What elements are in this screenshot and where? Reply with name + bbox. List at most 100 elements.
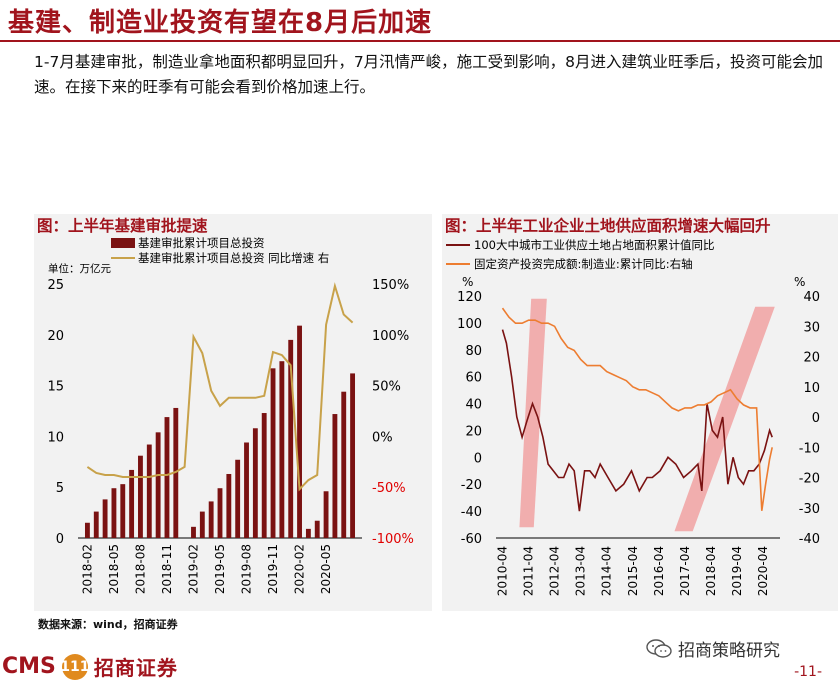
y-right-tick-label: 40 [803,290,820,305]
y-left-tick-label: 10 [47,430,64,445]
y-right-tick-label: -30 [799,502,820,517]
x-tick-label: 2019-08 [240,544,254,594]
x-tick-label: 2012-04 [548,546,562,596]
x-tick-label: 2018-05 [107,544,121,594]
bar [217,488,223,538]
y-left-tick-label: 20 [47,329,64,344]
x-tick-label: 2011-04 [522,546,536,596]
bar [111,488,117,538]
x-tick-label: 2013-04 [574,546,588,596]
y-right-tick-label: -10 [799,441,820,456]
x-tick-label: 2017-04 [678,546,692,596]
x-tick-label: 2020-04 [756,546,770,596]
x-tick-label: 2015-04 [626,546,640,596]
bar [244,442,249,538]
x-tick-label: 2019-04 [730,546,744,596]
x-tick-label: 2018-04 [704,546,718,596]
legend-bar-swatch [111,238,135,248]
page-number: -11- [794,664,822,680]
wechat-account: 招商策略研究 [646,636,780,661]
bar [323,491,329,538]
cms-logo: CMS 111 招商证券 [2,652,178,681]
x-tick-label: 2019-05 [213,544,227,594]
y-left-tick-label: -60 [461,532,482,547]
bar [155,432,161,538]
x-tick-label: 2018-11 [160,544,174,594]
highlight-band [519,298,547,528]
x-tick-label: 2018-08 [133,544,147,594]
y-left-tick-label: 120 [457,290,482,305]
land-supply-line [501,329,773,512]
y-right-tick-label: -100% [372,532,414,547]
right-chart-title: 图：上半年工业企业土地供应面积增速大幅回升 [445,217,771,235]
logo-badge-icon: 111 [60,653,90,680]
growth-rate-line [86,282,354,492]
y-right-tick-label: 10 [803,381,820,396]
y-left-tick-label: 20 [465,424,482,439]
legend-bar-label: 基建审批累计项目总投资 [138,236,265,250]
y-right-tick-label: 150% [372,278,409,293]
x-tick-label: 2016-04 [652,546,666,596]
bar [164,417,170,538]
y-right-tick-label: 0 [812,411,820,426]
bar [226,473,232,538]
bar [235,459,241,538]
bar [332,414,338,538]
x-tick-label: 2019-02 [186,544,200,594]
y-left-tick-label: 0 [474,451,482,466]
legend-mfg-label: 固定资产投资完成额:制造业:累计同比:右轴 [474,257,693,271]
bar [129,469,135,538]
y-right-tick-label: 30 [803,320,820,335]
y-right-tick-label: 0% [372,430,393,445]
bar [191,526,196,538]
bar [350,373,356,538]
y-right-tick-label: 50% [372,380,401,395]
wechat-icon [646,638,672,658]
x-tick-label: 2018-02 [80,544,94,594]
x-tick-label: 2010-04 [496,546,510,596]
wechat-account-name: 招商策略研究 [678,641,780,661]
y-right-unit: % [794,275,805,289]
bar [270,368,276,538]
logo-cn-text: 招商证券 [93,656,178,680]
left-chart-title: 图：上半年基建审批提速 [37,217,208,235]
industrial-land-chart: 100大中城市工业供应土地占地面积累计值同比固定资产投资完成额:制造业:累计同比… [446,238,820,596]
bar [252,428,258,538]
bar [288,339,294,538]
manufacturing-investment-line [501,307,773,511]
industrial-land-chart-panel: 图：上半年工业企业土地供应面积增速大幅回升 100大中城市工业供应土地占地面积累… [442,214,838,611]
bar [279,361,285,538]
page-title: 基建、制造业投资有望在8月后加速 [8,8,433,38]
y-left-tick-label: 25 [47,278,64,293]
bar [84,522,90,538]
y-left-tick-label: -40 [461,505,482,520]
y-right-tick-label: -40 [799,532,820,547]
bar [314,520,320,538]
y-left-tick-label: 40 [465,398,482,413]
bar [208,501,214,538]
x-tick-label: 2020-05 [319,544,333,594]
y-left-tick-label: 100 [457,317,482,332]
bar [120,484,126,538]
y-left-tick-label: 0 [56,532,64,547]
y-right-tick-label: -20 [799,472,820,487]
unit-label: 单位：万亿元 [48,262,111,275]
bar [199,511,205,538]
bar [138,455,143,538]
y-left-tick-label: 5 [56,481,64,496]
logo-text: CMS [2,654,56,679]
data-source: 数据来源：wind，招商证券 [38,618,178,631]
y-right-tick-label: 20 [803,351,820,366]
y-left-unit: % [462,275,473,289]
bar [305,528,311,538]
y-right-tick-label: -50% [372,481,406,496]
y-left-tick-label: 80 [465,344,482,359]
x-tick-label: 2014-04 [600,546,614,596]
bar [297,325,302,538]
bar [93,511,99,538]
y-right-tick-label: 100% [372,329,409,344]
y-left-tick-label: 60 [465,371,482,386]
legend-line-label: 基建审批累计项目总投资 同比增速 右 [138,251,329,265]
summary-text: 1-7月基建审批，制造业拿地面积都明显回升，7月汛情严峻，施工受到影响，8月进入… [34,53,824,96]
